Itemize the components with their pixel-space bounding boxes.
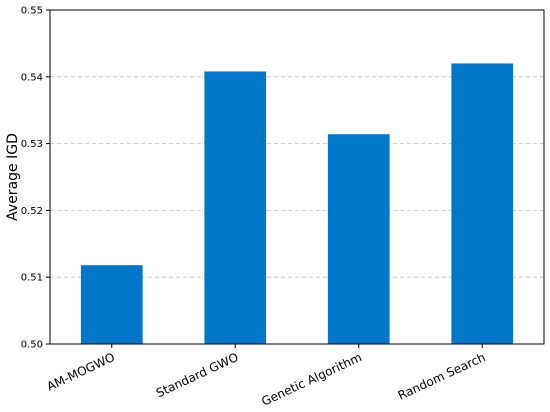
bar bbox=[327, 134, 390, 344]
y-axis-title: Average IGD bbox=[5, 133, 21, 221]
y-axis-ticks: 0.50 0.51 0.52 0.53 0.54 0.55 bbox=[21, 6, 50, 351]
bar bbox=[451, 63, 514, 344]
gridlines bbox=[50, 76, 544, 278]
bar bbox=[80, 265, 143, 344]
y-tick-label: 0.52 bbox=[21, 206, 43, 217]
bar bbox=[204, 71, 267, 345]
y-tick-label: 0.51 bbox=[21, 273, 43, 284]
bars bbox=[80, 63, 514, 345]
y-tick-label: 0.50 bbox=[21, 340, 43, 351]
y-tick-label: 0.54 bbox=[21, 72, 43, 83]
y-tick-label: 0.55 bbox=[21, 6, 43, 17]
y-tick-label: 0.53 bbox=[21, 139, 43, 150]
plot-frame bbox=[49, 9, 545, 345]
